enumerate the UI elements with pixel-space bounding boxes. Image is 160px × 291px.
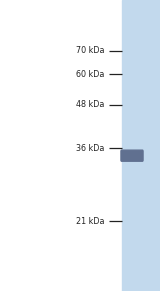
Text: 36 kDa: 36 kDa — [76, 144, 105, 153]
FancyBboxPatch shape — [121, 150, 143, 161]
Text: 21 kDa: 21 kDa — [76, 217, 105, 226]
Text: 48 kDa: 48 kDa — [76, 100, 105, 109]
Bar — [122, 0, 160, 291]
Text: 60 kDa: 60 kDa — [76, 70, 105, 79]
Text: 70 kDa: 70 kDa — [76, 47, 105, 55]
